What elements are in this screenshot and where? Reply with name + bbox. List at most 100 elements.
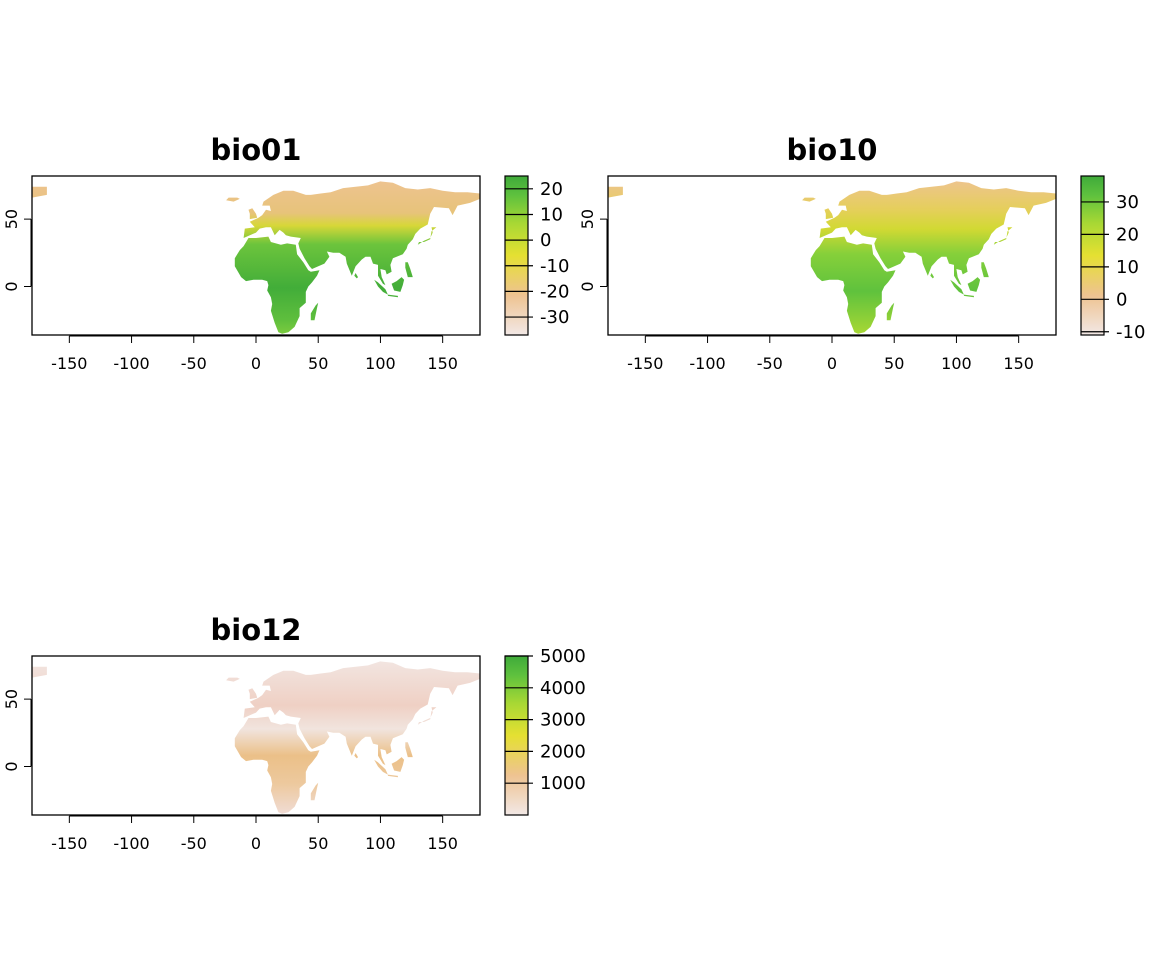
x-tick-label: 100 [365, 354, 396, 373]
legend-colorbar [504, 655, 529, 816]
legend-tick-label: 10 [1116, 257, 1139, 278]
land-region [226, 197, 240, 202]
y-tick-label: 50 [2, 209, 21, 229]
y-tick-label: 0 [2, 761, 21, 771]
land-region [391, 757, 405, 772]
x-tick-label: 100 [365, 834, 396, 853]
y-tick-label: 0 [2, 281, 21, 291]
land-region [310, 302, 319, 321]
legend-tick-label: 3000 [540, 710, 586, 731]
plot-frame [31, 175, 481, 336]
y-tick-label: 50 [2, 689, 21, 709]
land-raster [608, 181, 1056, 334]
legend-tick-label: -20 [540, 281, 569, 302]
x-tick-label: 150 [427, 834, 458, 853]
plot-frame [607, 175, 1057, 336]
y-tick-label: 50 [578, 209, 597, 229]
land-region [234, 716, 320, 814]
land-region [387, 294, 398, 298]
land-raster [32, 181, 480, 334]
land-region [930, 273, 934, 279]
land-region [248, 208, 258, 220]
x-tick-label: -50 [757, 354, 783, 373]
land-region [405, 742, 413, 758]
land-region [310, 782, 319, 801]
legend-tick-label: 5000 [540, 646, 586, 667]
x-tick-label: 100 [941, 354, 972, 373]
land-region [354, 273, 358, 279]
land-region [234, 236, 320, 334]
x-tick-label: 0 [251, 354, 261, 373]
legend-tick-label: -10 [1116, 322, 1145, 343]
x-tick-label: 50 [308, 834, 328, 853]
x-tick-label: -100 [113, 354, 149, 373]
legend-tick-label: -10 [540, 256, 569, 277]
land-region [608, 186, 623, 198]
legend-tick-label: 0 [540, 230, 551, 251]
legend-tick-label: 4000 [540, 678, 586, 699]
x-tick-label: -100 [113, 834, 149, 853]
land-region [824, 208, 834, 220]
x-axis: -150 -100 -50 0 50 100 150 [627, 335, 1034, 373]
land-region [886, 302, 895, 321]
legend-tick-label: 1000 [540, 773, 586, 794]
land-region [226, 677, 240, 682]
land-region [374, 759, 388, 775]
plot-frame [31, 655, 481, 816]
panel-bio12: bio12 -150 -100 -50 0 50 100 150 0 50 5000 4000 3… [2, 613, 586, 853]
land-region [967, 277, 981, 292]
land-region [243, 181, 480, 286]
land-region [417, 227, 437, 245]
y-axis: 0 50 [578, 209, 608, 292]
land-region [417, 707, 437, 725]
x-tick-label: -100 [689, 354, 725, 373]
x-tick-label: -150 [51, 354, 87, 373]
land-region [354, 753, 358, 759]
x-tick-label: 50 [308, 354, 328, 373]
land-region [819, 181, 1056, 286]
land-region [993, 227, 1013, 245]
color-legend: 30 20 10 0 -10 [1080, 175, 1145, 343]
x-tick-label: 50 [884, 354, 904, 373]
y-tick-label: 0 [578, 281, 597, 291]
land-region [802, 197, 816, 202]
legend-tick-label: 10 [540, 204, 563, 225]
land-region [387, 774, 398, 778]
y-axis: 0 50 [2, 209, 32, 292]
color-legend: 20 10 0 -10 -20 -30 [504, 175, 569, 336]
land-region [405, 262, 413, 278]
x-tick-label: 150 [427, 354, 458, 373]
land-region [243, 661, 480, 766]
legend-colorbar [1080, 175, 1105, 336]
land-region [248, 688, 258, 700]
legend-tick-label: 20 [540, 179, 563, 200]
legend-tick-label: 0 [1116, 289, 1127, 310]
color-legend: 5000 4000 3000 2000 1000 [504, 646, 586, 816]
legend-tick-label: -30 [540, 307, 569, 328]
land-region [374, 279, 388, 295]
land-region [32, 666, 47, 678]
land-region [810, 236, 896, 334]
legend-tick-label: 20 [1116, 224, 1139, 245]
panel-bio10: bio10 -150 -100 -50 0 50 100 150 050 3020100-1… [578, 133, 1145, 373]
land-region [32, 186, 47, 198]
land-region [391, 277, 405, 292]
panel-bio01: bio01 -150 -100 -50 0 50 100 150 050 20100-10-… [2, 133, 569, 373]
x-axis: -150 -100 -50 0 50 100 150 [51, 335, 458, 373]
land-region [950, 279, 964, 295]
land-region [981, 262, 989, 278]
panel-title: bio01 [211, 133, 302, 167]
land-region [963, 294, 974, 298]
x-axis: -150 -100 -50 0 50 100 150 [51, 815, 458, 853]
x-tick-label: -50 [181, 834, 207, 853]
land-raster [32, 661, 480, 814]
legend-tick-label: 30 [1116, 192, 1139, 213]
panel-title: bio12 [211, 613, 302, 647]
x-tick-label: -150 [51, 834, 87, 853]
y-axis: 0 50 [2, 689, 32, 772]
legend-tick-label: 2000 [540, 741, 586, 762]
legend-colorbar [504, 175, 529, 336]
x-tick-label: -150 [627, 354, 663, 373]
x-tick-label: 0 [251, 834, 261, 853]
